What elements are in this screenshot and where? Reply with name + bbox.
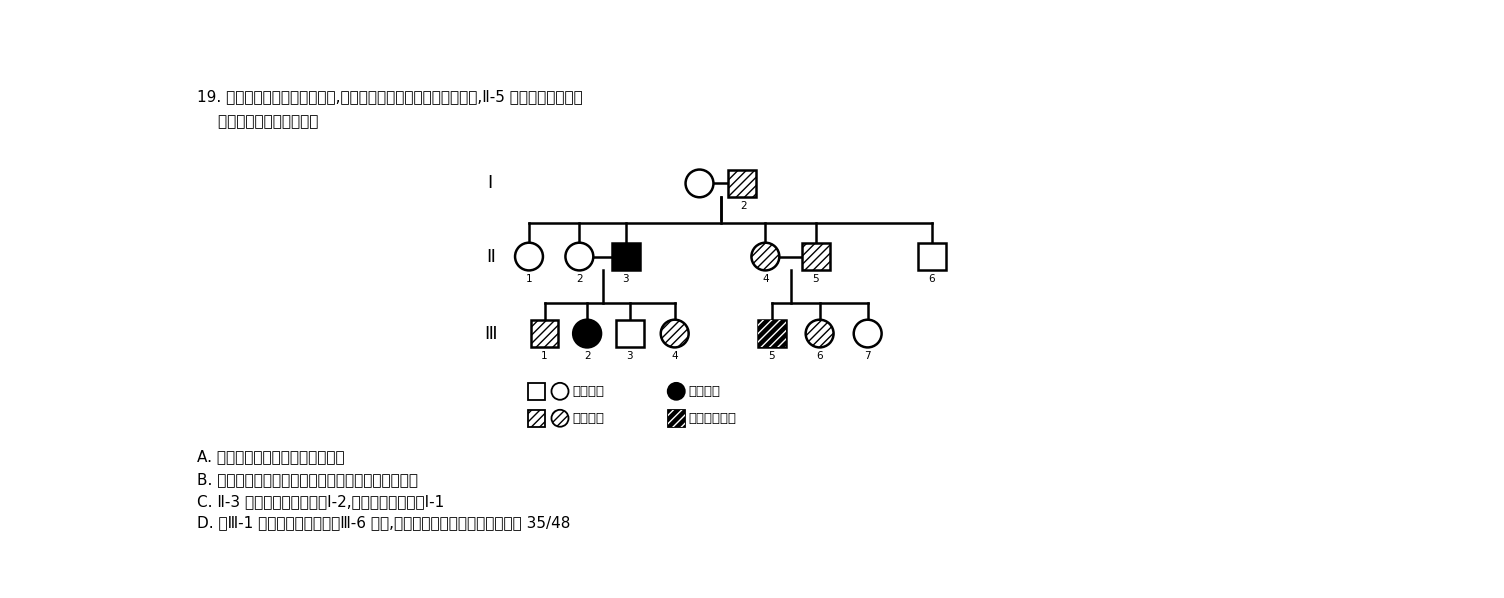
- Text: 5: 5: [812, 274, 820, 284]
- Text: 甲病男女: 甲病男女: [573, 412, 605, 425]
- Bar: [758, 320, 785, 347]
- Bar: [531, 320, 558, 347]
- Bar: [612, 243, 639, 270]
- Text: 3: 3: [623, 274, 629, 284]
- Text: 5: 5: [769, 351, 775, 361]
- Circle shape: [566, 243, 593, 270]
- Circle shape: [686, 170, 713, 197]
- Text: B. 禁止近亲结婚不能有效降低甲病在人群中的发病率: B. 禁止近亲结婚不能有效降低甲病在人群中的发病率: [197, 472, 418, 487]
- Circle shape: [806, 320, 833, 347]
- Circle shape: [514, 243, 543, 270]
- Text: I: I: [487, 175, 493, 193]
- Text: 19. 如图是某家族的遗传系谱图,其中甲病和乙病均为单基因遗传病,Ⅱ-5 不带有乙病的致病: 19. 如图是某家族的遗传系谱图,其中甲病和乙病均为单基因遗传病,Ⅱ-5 不带有…: [197, 89, 584, 103]
- Circle shape: [552, 383, 569, 400]
- Text: Ⅲ: Ⅲ: [484, 325, 496, 343]
- Text: 2: 2: [576, 274, 582, 284]
- Circle shape: [752, 243, 779, 270]
- Text: 2: 2: [584, 351, 591, 361]
- Text: 正常男女: 正常男女: [573, 385, 605, 398]
- Circle shape: [573, 320, 602, 347]
- Text: A. 乙病在男性中的发病率高于女性: A. 乙病在男性中的发病率高于女性: [197, 449, 344, 464]
- Text: 基因。下列叙述错误的是: 基因。下列叙述错误的是: [197, 114, 319, 129]
- Text: Ⅱ: Ⅱ: [486, 248, 495, 266]
- Text: 2: 2: [740, 201, 747, 211]
- Bar: [802, 243, 830, 270]
- Text: 6: 6: [817, 351, 823, 361]
- Text: 患两种病男性: 患两种病男性: [689, 412, 737, 425]
- Text: 1: 1: [541, 351, 547, 361]
- Bar: [528, 410, 546, 427]
- Text: 6: 6: [928, 274, 935, 284]
- Bar: [615, 320, 644, 347]
- Circle shape: [854, 320, 881, 347]
- Text: 乙病男女: 乙病男女: [689, 385, 720, 398]
- Text: C. Ⅱ-3 甲病的致病基因来自Ⅰ-2,乙病致病基因来自Ⅰ-1: C. Ⅱ-3 甲病的致病基因来自Ⅰ-2,乙病致病基因来自Ⅰ-1: [197, 494, 445, 509]
- Text: 3: 3: [627, 351, 633, 361]
- Circle shape: [668, 383, 684, 400]
- Bar: [668, 410, 684, 427]
- Circle shape: [660, 320, 689, 347]
- Text: 4: 4: [763, 274, 769, 284]
- Bar: [528, 383, 546, 400]
- Text: 4: 4: [671, 351, 678, 361]
- Text: D. 与Ⅲ-1 基因型相同的男性与Ⅲ-6 婚配,后代既患甲病又患乙病的概率为 35/48: D. 与Ⅲ-1 基因型相同的男性与Ⅲ-6 婚配,后代既患甲病又患乙病的概率为 3…: [197, 515, 570, 530]
- Bar: [758, 320, 785, 347]
- Circle shape: [552, 410, 569, 427]
- Bar: [668, 410, 684, 427]
- Bar: [917, 243, 946, 270]
- Bar: [728, 170, 757, 197]
- Text: 1: 1: [526, 274, 532, 284]
- Text: 7: 7: [865, 351, 871, 361]
